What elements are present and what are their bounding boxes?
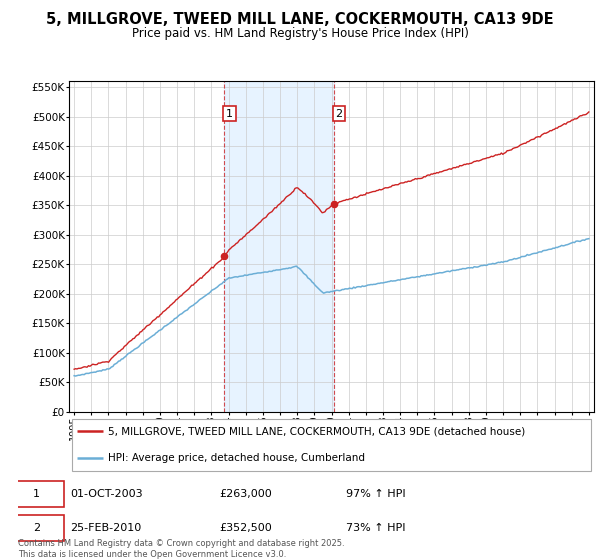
- Text: Contains HM Land Registry data © Crown copyright and database right 2025.
This d: Contains HM Land Registry data © Crown c…: [18, 539, 344, 559]
- Text: HPI: Average price, detached house, Cumberland: HPI: Average price, detached house, Cumb…: [109, 452, 365, 463]
- FancyBboxPatch shape: [10, 482, 64, 507]
- Point: [329, 199, 338, 208]
- FancyBboxPatch shape: [10, 515, 64, 540]
- Text: Price paid vs. HM Land Registry's House Price Index (HPI): Price paid vs. HM Land Registry's House …: [131, 27, 469, 40]
- Text: 2: 2: [33, 523, 40, 533]
- Text: £352,500: £352,500: [220, 523, 272, 533]
- Bar: [224, 81, 334, 412]
- Text: £263,000: £263,000: [220, 489, 272, 500]
- Text: 01-OCT-2003: 01-OCT-2003: [70, 489, 142, 500]
- Text: 25-FEB-2010: 25-FEB-2010: [70, 523, 141, 533]
- Text: 5, MILLGROVE, TWEED MILL LANE, COCKERMOUTH, CA13 9DE: 5, MILLGROVE, TWEED MILL LANE, COCKERMOU…: [46, 12, 554, 27]
- Text: 1: 1: [33, 489, 40, 500]
- Text: 2: 2: [335, 109, 343, 119]
- Text: 97% ↑ HPI: 97% ↑ HPI: [346, 489, 406, 500]
- Text: 73% ↑ HPI: 73% ↑ HPI: [346, 523, 406, 533]
- FancyBboxPatch shape: [71, 419, 592, 471]
- Point: [220, 252, 229, 261]
- Text: 1: 1: [226, 109, 233, 119]
- Text: 5, MILLGROVE, TWEED MILL LANE, COCKERMOUTH, CA13 9DE (detached house): 5, MILLGROVE, TWEED MILL LANE, COCKERMOU…: [109, 426, 526, 436]
